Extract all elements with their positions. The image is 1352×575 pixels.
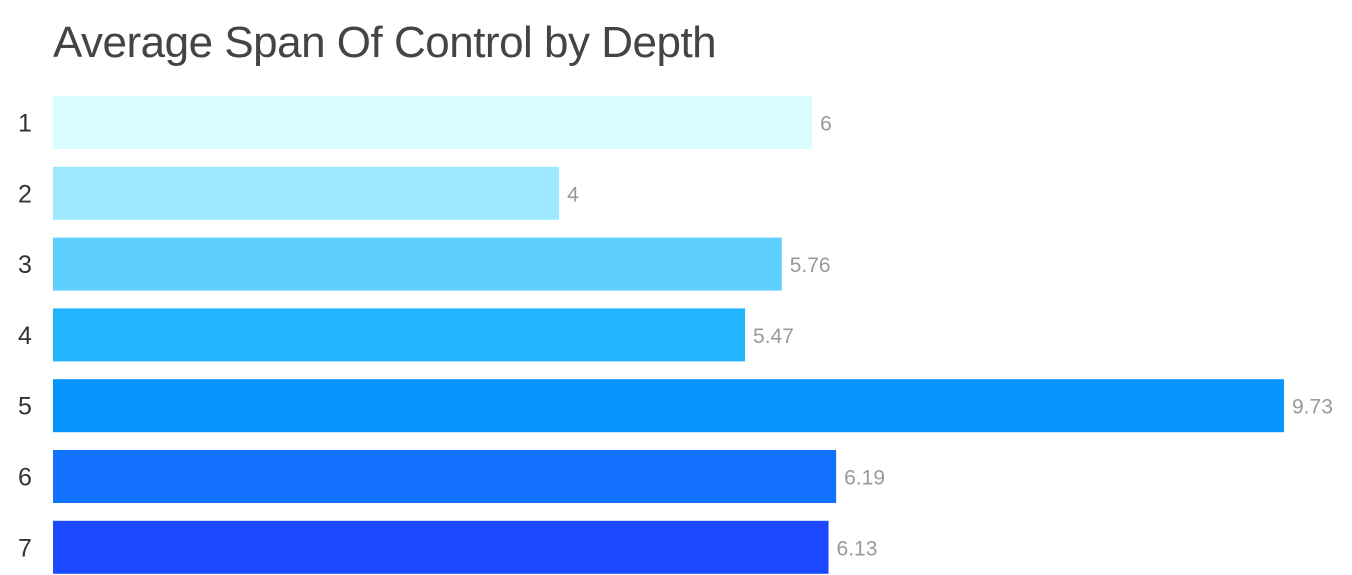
category-label: 3 xyxy=(18,251,32,279)
value-label: 6.19 xyxy=(844,467,885,490)
bar-depth-2[interactable] xyxy=(53,166,560,220)
bar-depth-5[interactable] xyxy=(53,379,1284,433)
category-label: 7 xyxy=(18,534,32,562)
value-label: 9.73 xyxy=(1292,396,1333,419)
category-label: 4 xyxy=(18,322,32,350)
value-label: 5.47 xyxy=(753,325,794,348)
category-label: 5 xyxy=(18,393,32,421)
value-label: 6.13 xyxy=(837,537,878,560)
category-label: 6 xyxy=(18,464,32,492)
bar-depth-4[interactable] xyxy=(53,308,746,362)
chart-title: Average Span Of Control by Depth xyxy=(53,18,717,67)
value-label: 4 xyxy=(567,183,579,206)
value-label: 6 xyxy=(820,113,832,136)
bar-depth-3[interactable] xyxy=(53,237,782,291)
bar-depth-7[interactable] xyxy=(53,520,829,574)
bar-depth-1[interactable] xyxy=(53,96,813,149)
value-label: 5.76 xyxy=(790,254,831,277)
bar-depth-6[interactable] xyxy=(53,450,837,503)
category-label: 1 xyxy=(18,110,32,138)
category-label: 2 xyxy=(18,180,32,208)
